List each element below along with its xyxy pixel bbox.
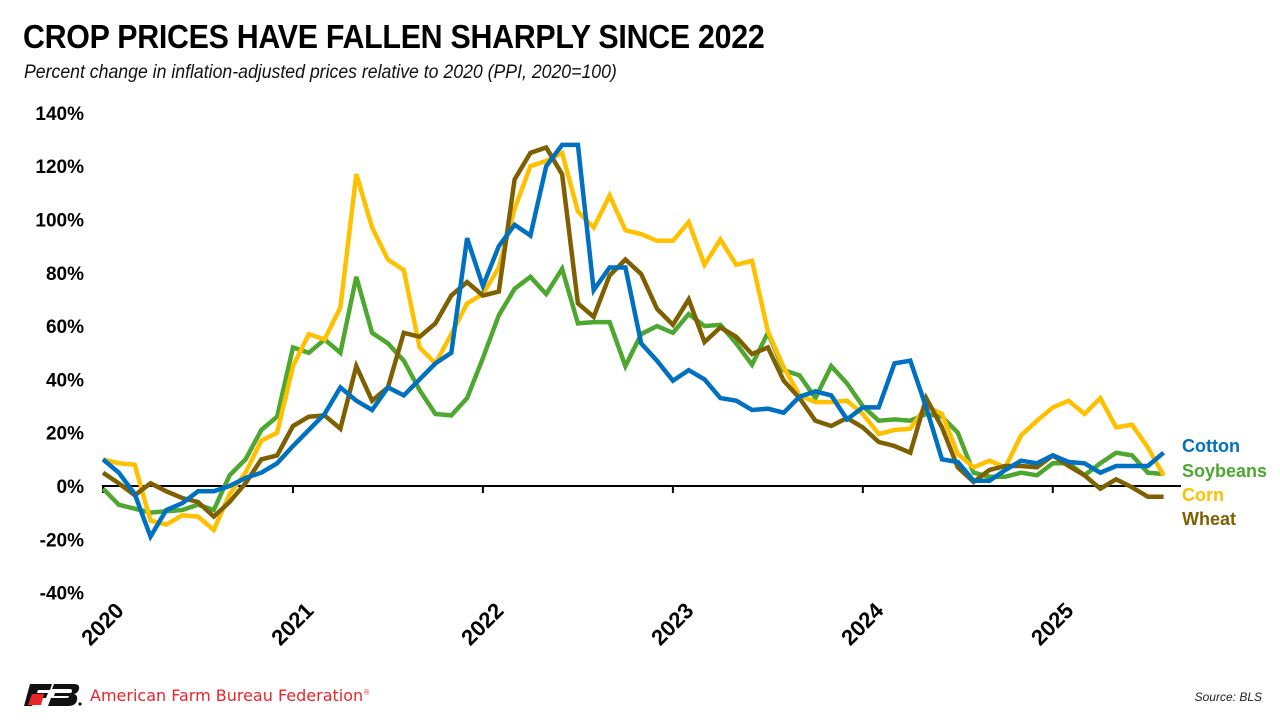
- y-tick-label: 40%: [46, 370, 84, 391]
- legend-label-wheat: Wheat: [1182, 509, 1236, 529]
- y-tick-label: 120%: [35, 157, 84, 178]
- series-line-cotton: [101, 142, 1166, 542]
- x-tick-label: 2025: [1026, 598, 1078, 650]
- y-tick-label: 80%: [46, 264, 84, 285]
- series-line-corn: [102, 149, 1166, 534]
- series-line-soybeans: [101, 263, 1164, 515]
- y-tick-label: 20%: [46, 424, 84, 445]
- legend-label-soybeans: Soybeans: [1182, 461, 1267, 481]
- y-axis-ticks: 140% 120% 100% 80% 60% 40% 20% 0% -20% -40%: [35, 104, 84, 605]
- x-tick-label: 2020: [76, 598, 128, 650]
- organization-name: American Farm Bureau Federation®: [90, 685, 371, 705]
- chart-title: CROP PRICES HAVE FALLEN SHARPLY SINCE 20…: [23, 18, 765, 55]
- x-tick-label: 2021: [266, 598, 318, 650]
- y-tick-label: 0%: [57, 477, 85, 498]
- afbf-logo: American Farm Bureau Federation®: [24, 683, 370, 707]
- x-axis: 2020 2021 2022 2023 2024 2025: [76, 485, 1181, 650]
- x-tick-label: 2024: [836, 597, 889, 650]
- y-tick-label: 140%: [35, 104, 84, 125]
- fb-logo-icon: [24, 684, 82, 706]
- legend: Cotton Soybeans Corn Wheat: [1182, 436, 1267, 529]
- y-tick-label: 60%: [46, 317, 84, 338]
- legend-label-corn: Corn: [1182, 485, 1224, 505]
- series-line-wheat: [101, 144, 1164, 520]
- y-tick-label: -40%: [40, 584, 84, 605]
- series-lines: [101, 142, 1166, 542]
- y-tick-label: -20%: [40, 530, 84, 551]
- chart-subtitle: Percent change in inflation-adjusted pri…: [24, 62, 617, 83]
- x-tick-label: 2023: [646, 598, 698, 650]
- x-tick-label: 2022: [456, 598, 508, 650]
- source-note: Source: BLS: [1194, 690, 1262, 704]
- y-tick-label: 100%: [35, 211, 84, 232]
- legend-label-cotton: Cotton: [1182, 436, 1240, 456]
